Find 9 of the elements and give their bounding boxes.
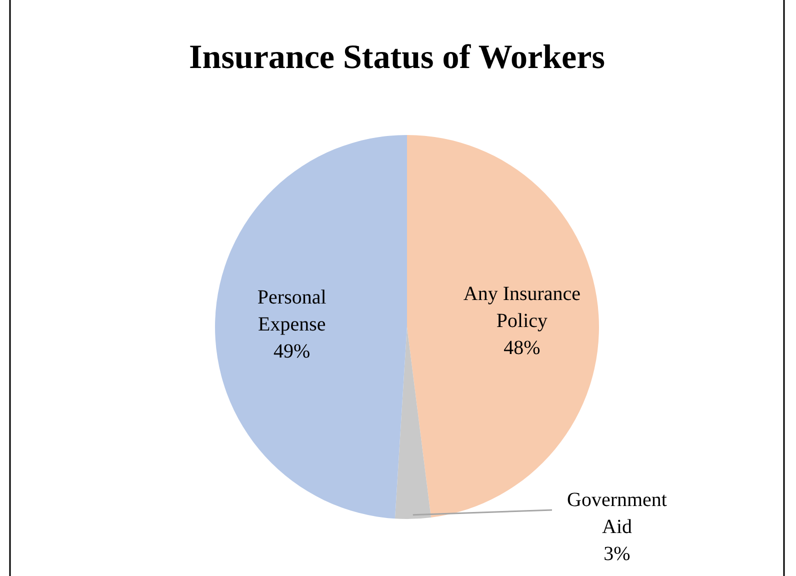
- chart-title: Insurance Status of Workers: [189, 39, 605, 76]
- slice-label: Personal Expense: [257, 286, 327, 336]
- data-label: 3%: [604, 543, 630, 565]
- data-label: 48%: [504, 336, 540, 359]
- pie-slice: [394, 327, 432, 519]
- pie-slice: [215, 135, 407, 519]
- data-label: 49%: [274, 340, 310, 362]
- slice-label: Any Insurance Policy: [463, 282, 581, 332]
- slice-label: Government Aid: [567, 489, 668, 538]
